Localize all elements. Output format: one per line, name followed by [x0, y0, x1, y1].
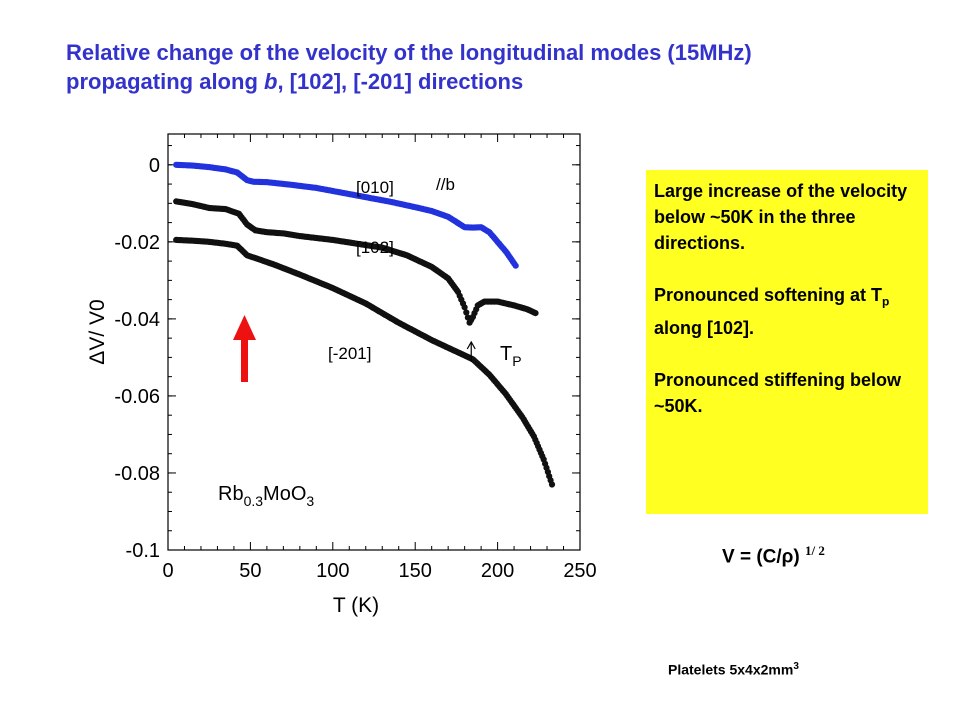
- title-line-2: propagating along b, [102], [-201] direc…: [66, 67, 936, 96]
- x-tick-label: 0: [162, 560, 173, 582]
- annotation-layer: [010] //b [102] [-201] TP Rb0.3MoO3: [218, 175, 522, 509]
- material-text-rb: Rb: [218, 483, 244, 505]
- slide-title: Relative change of the velocity of the l…: [66, 38, 936, 96]
- title-line-2-suffix: , [102], [-201] directions: [277, 69, 524, 94]
- series-layer: [173, 161, 556, 488]
- title-line-2-b: b: [264, 69, 278, 94]
- series-1: [173, 198, 539, 326]
- y-axis-label: ΔV/ V0: [86, 299, 109, 364]
- title-line-2-prefix: propagating along: [66, 69, 264, 94]
- tp-subscript: P: [512, 353, 521, 369]
- series-2: [173, 236, 556, 488]
- series-label-201: [-201]: [328, 344, 371, 363]
- note-paragraph-2: Pronounced softening at Tp along [102].: [654, 282, 920, 341]
- note-p2-subscript: p: [882, 294, 890, 309]
- tp-text: T: [500, 343, 512, 365]
- formula-main: V = (C/ρ): [722, 546, 806, 568]
- note-paragraph-1: Large increase of the velocity below ~50…: [654, 181, 908, 253]
- y-tick-label: -0.04: [114, 309, 160, 331]
- red-arrow-head: [233, 315, 256, 340]
- series-label-010: [010]: [356, 178, 394, 197]
- x-tick-label: 150: [399, 560, 432, 582]
- x-tick-label: 100: [316, 560, 349, 582]
- red-arrow-shaft: [241, 338, 248, 382]
- data-point: [512, 262, 519, 269]
- y-tick-label: -0.06: [114, 386, 160, 408]
- tp-label: TP: [500, 343, 522, 369]
- series-label-b: //b: [436, 175, 455, 194]
- plot-frame: [167, 133, 581, 551]
- note-p2-prefix: Pronounced softening at T: [654, 285, 882, 305]
- material-text-moo: MoO: [263, 483, 306, 505]
- tp-arrow: [466, 340, 476, 362]
- note-box: Large increase of the velocity below ~50…: [646, 170, 928, 514]
- y-tick-label: -0.1: [126, 540, 160, 562]
- platelets-text: Platelets 5x4x2mm: [668, 661, 794, 678]
- data-point: [532, 310, 539, 317]
- red-arrow-up: [233, 315, 256, 382]
- platelets-label: Platelets 5x4x2mm3: [668, 661, 799, 678]
- data-point: [461, 304, 468, 311]
- x-axis-label: T (K): [333, 594, 379, 617]
- velocity-formula: V = (C/ρ) 1/ 2: [722, 543, 825, 568]
- material-sub-1: 0.3: [244, 493, 264, 509]
- platelets-exponent: 3: [793, 661, 799, 672]
- formula-exponent: 1/ 2: [805, 543, 825, 558]
- data-point: [463, 309, 470, 316]
- y-tick-label: -0.08: [114, 463, 160, 485]
- x-tick-label: 200: [481, 560, 514, 582]
- x-tick-label: 50: [239, 560, 261, 582]
- y-tick-label: -0.02: [114, 232, 160, 254]
- y-tick-label: 0: [149, 155, 160, 177]
- series-label-102: [102]: [356, 238, 394, 257]
- axes-layer: 0 50 100 150 200 250 0 -0.02 -0.04 -0.06 -0.08 -0.1: [114, 133, 597, 582]
- tp-arrow-head: [466, 340, 476, 350]
- note-paragraph-3: Pronounced stiffening below ~50K.: [654, 369, 901, 416]
- material-label: Rb0.3MoO3: [218, 483, 314, 509]
- x-tick-label: 250: [563, 560, 596, 582]
- note-p2-suffix: along [102].: [654, 317, 755, 338]
- y-axis-label-text: ΔV/ V0: [86, 299, 109, 364]
- title-line-1: Relative change of the velocity of the l…: [66, 40, 752, 65]
- data-point: [548, 481, 556, 488]
- material-sub-2: 3: [306, 493, 314, 509]
- series-0: [173, 161, 519, 269]
